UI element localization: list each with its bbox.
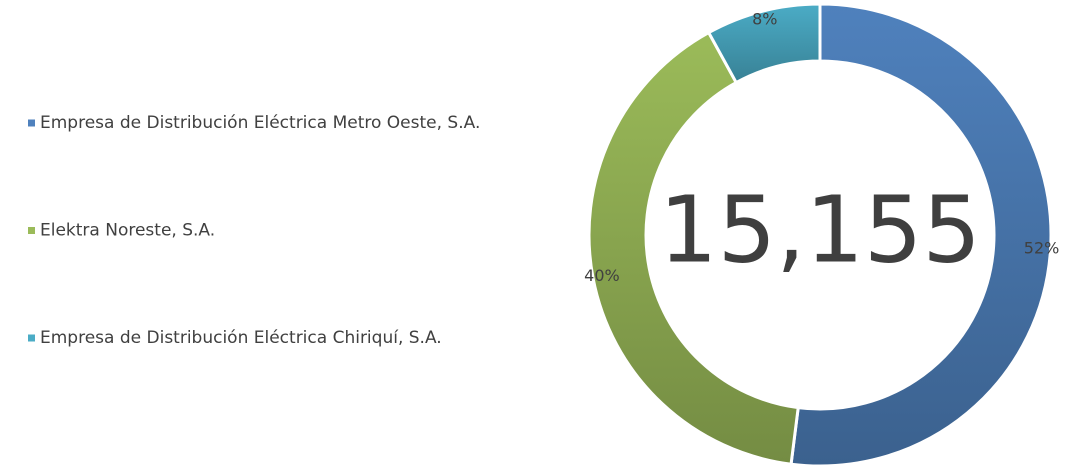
donut-slice [587,30,800,466]
legend-marker [28,227,35,234]
data-label: 40% [584,266,620,285]
center-total: 15,155 [659,176,981,283]
legend-label: Elektra Noreste, S.A. [40,221,215,241]
legend-label: Empresa de Distribución Eléctrica Chiriq… [40,328,442,348]
donut-slice [789,2,1053,467]
data-label: 52% [1024,238,1060,257]
legend-marker [28,334,35,342]
legend-label: Empresa de Distribución Eléctrica Metro … [40,113,480,133]
legend-marker [28,119,35,127]
donut-slice [706,2,822,85]
data-label: 8% [752,9,777,28]
